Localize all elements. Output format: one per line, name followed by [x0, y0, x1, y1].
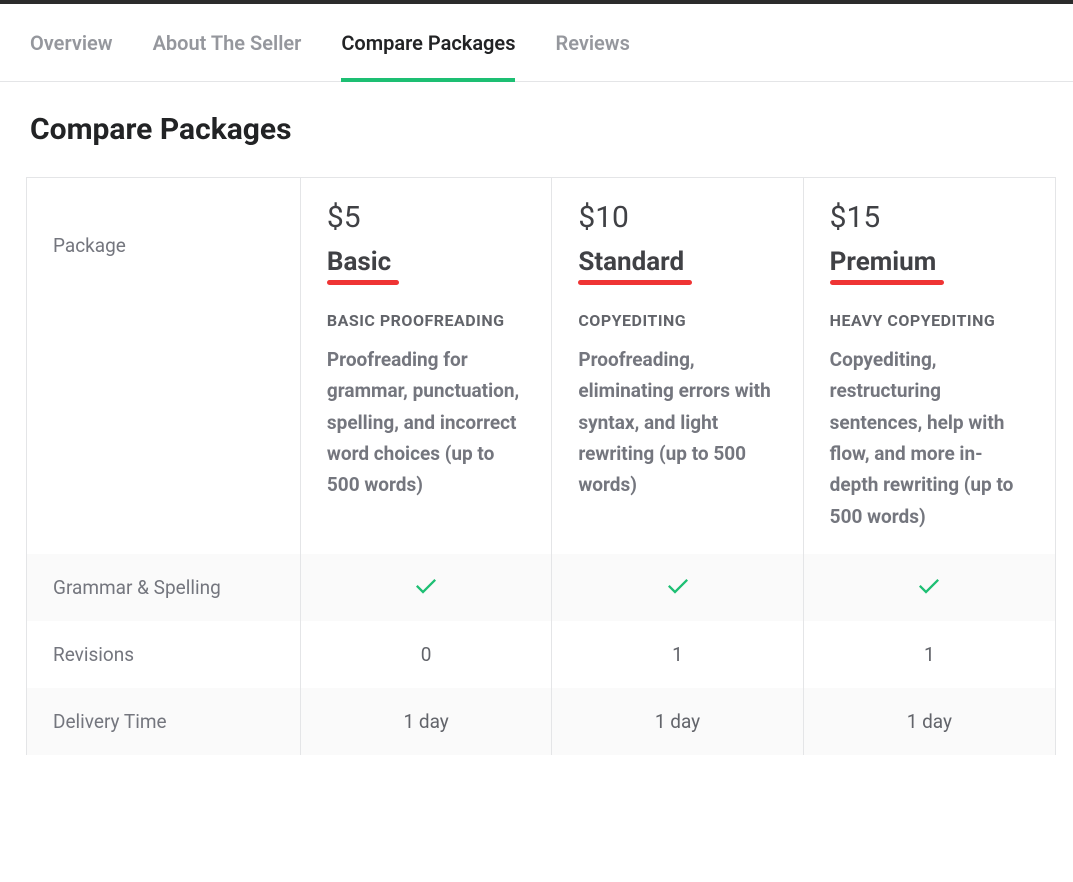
check-icon	[919, 578, 939, 594]
feature-cell: 1 day	[301, 688, 552, 755]
tab-about-seller[interactable]: About The Seller	[153, 4, 302, 81]
subtitle-basic: BASIC PROOFREADING	[327, 311, 525, 330]
package-premium-header: $15 Premium HEAVY COPYEDITING Copyeditin…	[804, 178, 1055, 554]
feature-label: Grammar & Spelling	[27, 554, 301, 621]
check-icon	[668, 578, 688, 594]
feature-cell: 0	[301, 621, 552, 688]
tier-premium: Premium	[830, 247, 937, 277]
feature-cell	[804, 554, 1055, 621]
feature-cell	[301, 554, 552, 621]
compare-packages-table: Package $5 Basic BASIC PROOFREADING Proo…	[26, 177, 1056, 755]
desc-standard: Proofreading, eliminating errors with sy…	[578, 344, 776, 501]
subtitle-premium: HEAVY COPYEDITING	[830, 311, 1029, 330]
feature-cell	[552, 554, 803, 621]
table-row: Delivery Time 1 day 1 day 1 day	[27, 688, 1055, 755]
check-icon	[416, 578, 436, 594]
feature-label: Delivery Time	[27, 688, 301, 755]
tab-reviews[interactable]: Reviews	[555, 4, 629, 81]
feature-label: Revisions	[27, 621, 301, 688]
price-premium: $15	[830, 200, 1029, 235]
desc-basic: Proofreading for grammar, punctuation, s…	[327, 344, 525, 501]
desc-premium: Copyediting, restructuring sentences, he…	[830, 344, 1029, 532]
feature-cell: 1	[552, 621, 803, 688]
tier-standard: Standard	[578, 247, 684, 277]
tab-bar: Overview About The Seller Compare Packag…	[0, 4, 1073, 82]
tier-basic: Basic	[327, 247, 391, 277]
table-row: Revisions 0 1 1	[27, 621, 1055, 688]
package-standard-header: $10 Standard COPYEDITING Proofreading, e…	[552, 178, 803, 554]
feature-cell: 1 day	[552, 688, 803, 755]
header-package-label: Package	[27, 178, 301, 554]
subtitle-standard: COPYEDITING	[578, 311, 776, 330]
table-row: Grammar & Spelling	[27, 554, 1055, 621]
feature-cell: 1	[804, 621, 1055, 688]
tab-overview[interactable]: Overview	[30, 4, 113, 81]
section-title: Compare Packages	[30, 112, 1043, 147]
table-header-row: Package $5 Basic BASIC PROOFREADING Proo…	[27, 178, 1055, 554]
price-basic: $5	[327, 200, 525, 235]
package-basic-header: $5 Basic BASIC PROOFREADING Proofreading…	[301, 178, 552, 554]
price-standard: $10	[578, 200, 776, 235]
tab-compare-packages[interactable]: Compare Packages	[341, 4, 515, 81]
feature-cell: 1 day	[804, 688, 1055, 755]
